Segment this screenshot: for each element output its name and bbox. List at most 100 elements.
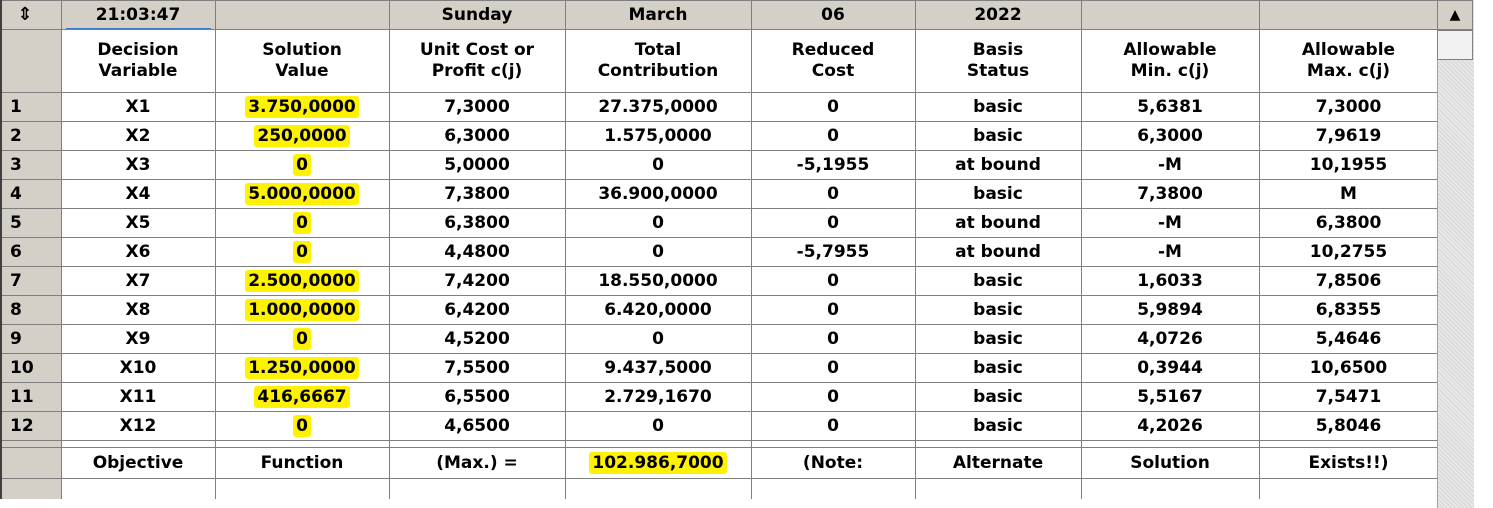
table-cell[interactable]: 6,5500 (388, 382, 566, 412)
table-cell[interactable]: 0 (564, 324, 752, 354)
solution-value-cell[interactable]: 416,6667 (214, 382, 390, 412)
blank-cell[interactable] (1258, 478, 1439, 499)
table-cell[interactable]: X12 (60, 411, 216, 441)
row-number[interactable]: 9 (0, 324, 62, 354)
table-cell[interactable]: 6,3000 (1080, 121, 1260, 151)
blank-cell[interactable] (564, 478, 752, 499)
scrollbar-thumb[interactable] (1437, 30, 1473, 60)
blank-cell[interactable] (1080, 478, 1260, 499)
table-cell[interactable]: -M (1080, 150, 1260, 180)
objective-cell[interactable]: (Max.) = (388, 447, 566, 479)
table-cell[interactable]: basic (914, 295, 1082, 325)
table-cell[interactable]: 4,2026 (1080, 411, 1260, 441)
table-cell[interactable]: basic (914, 411, 1082, 441)
table-cell[interactable]: 36.900,0000 (564, 179, 752, 209)
table-cell[interactable]: 27.375,0000 (564, 92, 752, 122)
scroll-up-button[interactable]: ▲ (1437, 0, 1473, 30)
solution-value-cell[interactable]: 0 (214, 324, 390, 354)
column-header[interactable]: Allowable Max. c(j) (1258, 29, 1439, 93)
objective-cell[interactable]: Alternate (914, 447, 1082, 479)
table-cell[interactable]: 0 (750, 266, 916, 296)
row-number[interactable]: 12 (0, 411, 62, 441)
table-cell[interactable]: X1 (60, 92, 216, 122)
blank-cell[interactable] (60, 478, 216, 499)
solution-value-cell[interactable]: 3.750,0000 (214, 92, 390, 122)
row-number[interactable]: 1 (0, 92, 62, 122)
table-cell[interactable]: 5,0000 (388, 150, 566, 180)
table-cell[interactable]: 5,4646 (1258, 324, 1439, 354)
table-cell[interactable]: 0 (750, 324, 916, 354)
table-cell[interactable]: 6,3800 (1258, 208, 1439, 238)
solution-value-cell[interactable]: 5.000,0000 (214, 179, 390, 209)
day-cell[interactable]: Sunday (388, 0, 566, 30)
table-cell[interactable]: X6 (60, 237, 216, 267)
month-cell[interactable]: March (564, 0, 752, 30)
column-header[interactable]: Reduced Cost (750, 29, 916, 93)
column-header[interactable]: Decision Variable (60, 29, 216, 93)
table-cell[interactable]: 4,6500 (388, 411, 566, 441)
solution-value-cell[interactable]: 250,0000 (214, 121, 390, 151)
table-cell[interactable]: X10 (60, 353, 216, 383)
table-cell[interactable]: at bound (914, 208, 1082, 238)
objective-value-cell[interactable]: 102.986,7000 (564, 447, 752, 479)
table-cell[interactable]: X8 (60, 295, 216, 325)
row-number[interactable]: 6 (0, 237, 62, 267)
table-cell[interactable]: 7,5471 (1258, 382, 1439, 412)
table-cell[interactable]: 0 (750, 179, 916, 209)
table-cell[interactable]: 6.420,0000 (564, 295, 752, 325)
objective-cell[interactable]: Objective (60, 447, 216, 479)
table-cell[interactable]: X3 (60, 150, 216, 180)
table-cell[interactable]: X9 (60, 324, 216, 354)
solution-value-cell[interactable]: 1.250,0000 (214, 353, 390, 383)
blank-cell[interactable] (1258, 0, 1439, 30)
table-cell[interactable]: 7,9619 (1258, 121, 1439, 151)
row-number[interactable]: 2 (0, 121, 62, 151)
table-cell[interactable]: 6,8355 (1258, 295, 1439, 325)
table-cell[interactable]: 7,8506 (1258, 266, 1439, 296)
table-cell[interactable]: X5 (60, 208, 216, 238)
table-cell[interactable]: 9.437,5000 (564, 353, 752, 383)
blank-cell[interactable] (1080, 0, 1260, 30)
table-cell[interactable]: 1,6033 (1080, 266, 1260, 296)
table-cell[interactable]: 4,5200 (388, 324, 566, 354)
table-cell[interactable]: 10,2755 (1258, 237, 1439, 267)
table-cell[interactable]: 0 (750, 411, 916, 441)
table-cell[interactable]: basic (914, 266, 1082, 296)
table-cell[interactable]: M (1258, 179, 1439, 209)
objective-cell[interactable]: Function (214, 447, 390, 479)
table-cell[interactable]: 4,0726 (1080, 324, 1260, 354)
table-cell[interactable]: 6,4200 (388, 295, 566, 325)
table-cell[interactable]: basic (914, 92, 1082, 122)
table-cell[interactable]: 7,4200 (388, 266, 566, 296)
solution-value-cell[interactable]: 0 (214, 411, 390, 441)
blank-cell[interactable] (914, 478, 1082, 499)
table-cell[interactable]: at bound (914, 150, 1082, 180)
objective-cell[interactable]: (Note: (750, 447, 916, 479)
date-cell[interactable]: 06 (750, 0, 916, 30)
table-cell[interactable]: 7,3000 (1258, 92, 1439, 122)
objective-cell[interactable]: Exists!!) (1258, 447, 1439, 479)
table-cell[interactable]: X2 (60, 121, 216, 151)
solution-value-cell[interactable]: 1.000,0000 (214, 295, 390, 325)
table-cell[interactable]: 0 (564, 150, 752, 180)
row-number[interactable]: 5 (0, 208, 62, 238)
solution-value-cell[interactable]: 0 (214, 150, 390, 180)
scrollbar-track[interactable] (1437, 0, 1474, 508)
blank-cell[interactable] (214, 0, 390, 30)
table-cell[interactable]: 2.729,1670 (564, 382, 752, 412)
table-cell[interactable]: 5,9894 (1080, 295, 1260, 325)
table-cell[interactable]: 10,6500 (1258, 353, 1439, 383)
table-cell[interactable]: X4 (60, 179, 216, 209)
row-number[interactable]: 10 (0, 353, 62, 383)
resize-arrows-icon[interactable]: ⇕ (17, 4, 33, 25)
time-cell[interactable]: 21:03:47 (60, 0, 216, 30)
table-cell[interactable]: -M (1080, 208, 1260, 238)
table-cell[interactable]: 0 (750, 382, 916, 412)
table-cell[interactable]: basic (914, 121, 1082, 151)
table-cell[interactable]: 0 (750, 295, 916, 325)
row-number[interactable]: 11 (0, 382, 62, 412)
table-cell[interactable]: 0,3944 (1080, 353, 1260, 383)
row-number[interactable]: 4 (0, 179, 62, 209)
year-cell[interactable]: 2022 (914, 0, 1082, 30)
column-header[interactable]: Solution Value (214, 29, 390, 93)
